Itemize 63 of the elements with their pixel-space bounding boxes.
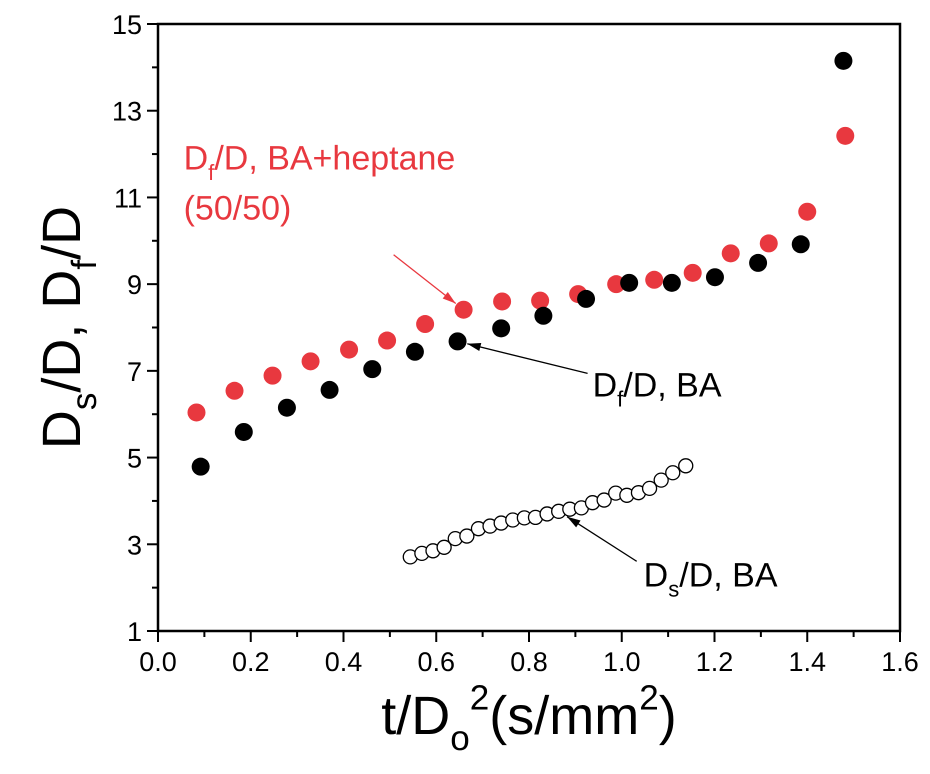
point [596,492,612,508]
y-tick-label: 15 [112,10,142,40]
point [363,360,382,378]
point [722,244,740,262]
y-tick-label: 13 [112,96,142,127]
y-tick-label: 7 [126,356,142,387]
point [493,292,512,310]
text: D$_{f}$/D, BA+heptane (50/50) [184,140,456,228]
point [534,306,552,325]
y-tick-label: 9 [126,270,142,300]
x-tick-label: 1.4 [788,647,826,677]
point [749,254,768,272]
point [792,235,810,254]
point [798,202,816,221]
x-tick-label: 0.8 [510,647,548,677]
x-tick-label: 0.0 [139,647,177,677]
point [684,264,702,282]
point [226,382,244,400]
point [264,366,282,385]
point [528,510,544,526]
point [340,340,358,359]
y-tick-label: 11 [114,183,142,214]
x-tick-label: 1.6 [881,647,919,677]
point [234,422,253,441]
point [574,500,590,516]
point [645,270,664,289]
point [416,315,434,334]
point [760,234,778,252]
x-tick-label: 1.0 [602,647,641,677]
point [654,472,669,488]
x-tick-label: 0.2 [232,647,270,677]
y-tick-label: 5 [126,444,142,474]
point [662,274,681,292]
point [577,290,596,308]
point [454,300,473,319]
point [187,403,206,422]
x-tick-label: 0.4 [324,647,362,677]
x-tick-label: 0.6 [417,647,456,677]
point [642,480,658,496]
point [492,319,510,338]
point [436,540,452,555]
series-label: D$_{f}$/D, BA [592,366,722,412]
point [192,458,210,476]
point [320,380,339,399]
series-label: D$_{s}$/D, BA [644,556,778,602]
point [406,342,424,361]
point [302,352,320,370]
point [459,528,475,544]
point [378,332,396,350]
point [706,268,724,286]
y-tick-label: 3 [126,530,142,560]
y-tick-label: 1 [126,617,142,647]
point [665,465,680,480]
x-tick-label: 1.2 [696,647,734,677]
point [620,274,638,292]
point [678,458,694,474]
point [531,292,550,310]
point [834,52,852,70]
point [402,549,418,565]
point [278,398,296,417]
x-axis-title: t/D$_{o}$$^{2}$(s/mm$^{2}$) [381,678,677,758]
point [836,126,854,145]
point [448,332,467,350]
